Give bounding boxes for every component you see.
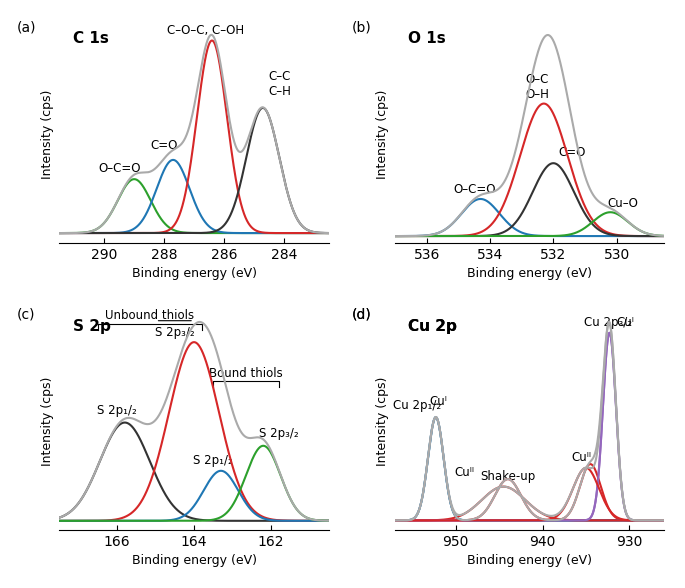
Text: (d): (d) <box>352 308 372 322</box>
Text: S 2p₁/₂: S 2p₁/₂ <box>97 404 137 417</box>
X-axis label: Binding energy (eV): Binding energy (eV) <box>132 267 256 280</box>
Text: C=O: C=O <box>151 139 178 152</box>
Text: (c): (c) <box>16 308 35 322</box>
Y-axis label: Intensity (cps): Intensity (cps) <box>41 376 54 466</box>
Text: S 2p₃/₂: S 2p₃/₂ <box>155 326 195 339</box>
Text: S 2p₃/₂: S 2p₃/₂ <box>259 427 299 440</box>
Text: Cuᴵ: Cuᴵ <box>616 316 634 329</box>
Text: O–C
O–H: O–C O–H <box>525 73 549 101</box>
Y-axis label: Intensity (cps): Intensity (cps) <box>377 89 390 179</box>
Y-axis label: Intensity (cps): Intensity (cps) <box>377 376 390 466</box>
Text: C–O–C, C–OH: C–O–C, C–OH <box>167 24 245 36</box>
Text: (a): (a) <box>16 21 36 35</box>
Text: S 2p₁/₂: S 2p₁/₂ <box>193 454 233 467</box>
Text: Cu–O: Cu–O <box>608 196 638 209</box>
Text: Shake-up: Shake-up <box>480 470 536 483</box>
Text: O 1s: O 1s <box>408 32 446 46</box>
Text: C=O: C=O <box>559 146 586 159</box>
Text: Bound thiols: Bound thiols <box>209 367 283 380</box>
Text: Cu 2p₁/₂: Cu 2p₁/₂ <box>393 399 440 412</box>
Text: Cu 2p: Cu 2p <box>408 319 458 333</box>
Text: Cuᴵᴵ: Cuᴵᴵ <box>454 466 475 479</box>
X-axis label: Binding energy (eV): Binding energy (eV) <box>132 554 256 567</box>
Y-axis label: Intensity (cps): Intensity (cps) <box>41 89 54 179</box>
Text: C 1s: C 1s <box>73 32 109 46</box>
Text: O–C=O: O–C=O <box>453 183 495 196</box>
Text: Cu 2p₃/₂: Cu 2p₃/₂ <box>584 316 632 329</box>
Text: Cuᴵ: Cuᴵ <box>429 395 447 408</box>
Text: Cu 2p: Cu 2p <box>408 319 458 333</box>
Text: S 2p: S 2p <box>73 319 111 333</box>
X-axis label: Binding energy (eV): Binding energy (eV) <box>467 267 592 280</box>
X-axis label: Binding energy (eV): Binding energy (eV) <box>467 554 592 567</box>
Text: O–C=O: O–C=O <box>98 162 140 175</box>
Text: (b): (b) <box>352 21 372 35</box>
Text: Unbound thiols: Unbound thiols <box>105 309 195 322</box>
Text: (d): (d) <box>352 308 372 322</box>
Text: C–C
C–H: C–C C–H <box>269 71 292 98</box>
Text: Cuᴵᴵ: Cuᴵᴵ <box>572 451 592 464</box>
